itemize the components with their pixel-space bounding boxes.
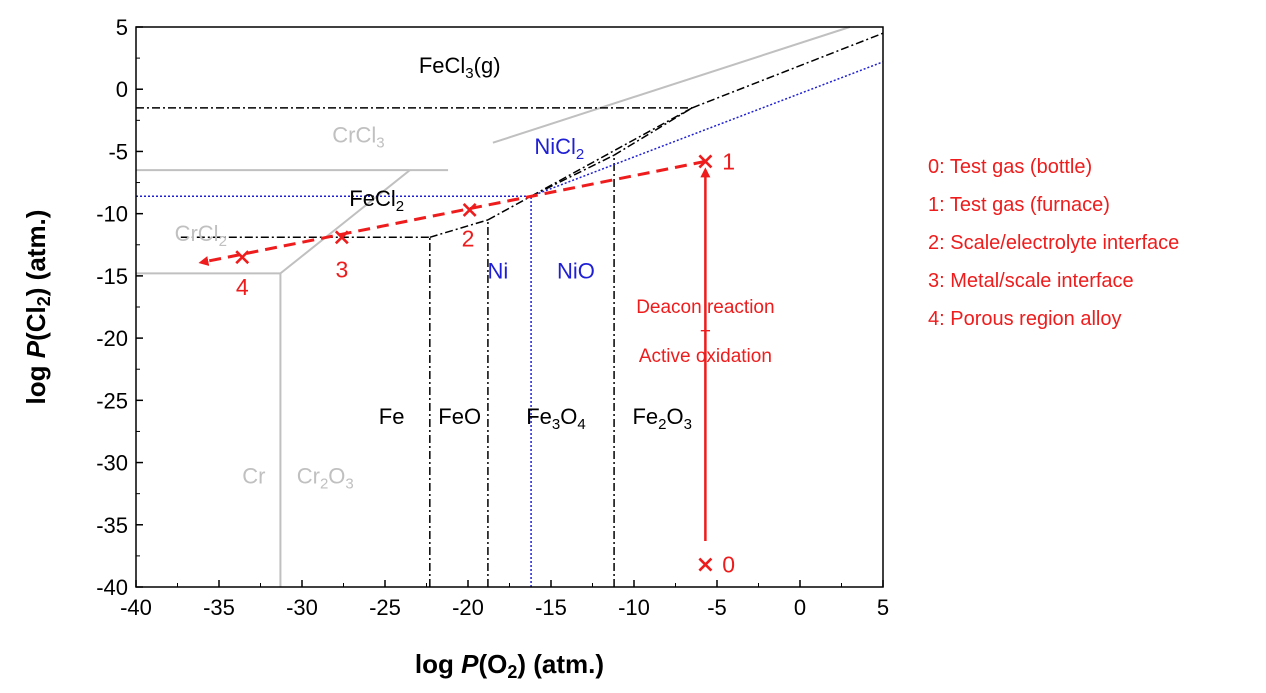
legend-entry-0: 0: Test gas (bottle): [928, 156, 1093, 178]
region-label-1: CrCl3: [332, 123, 384, 152]
x-tick-label: -40: [120, 595, 152, 620]
fe-boundary-10: [691, 32, 884, 109]
point-3-marker: [334, 230, 349, 245]
fe-boundary-5: [429, 219, 489, 239]
y-tick-label: -35: [96, 513, 128, 538]
region-label-7: Fe: [379, 404, 405, 429]
point-1-label: 1: [722, 148, 735, 174]
y-tick-label: -40: [96, 575, 128, 600]
x-tick-label: -5: [707, 595, 727, 620]
region-label-12: Cr2O3: [297, 464, 354, 493]
y-tick-label: 5: [116, 15, 128, 40]
legend: 0: Test gas (bottle) 1: Test gas (furnac…: [928, 148, 1179, 338]
point-4-marker: [235, 250, 250, 265]
point-3-label: 3: [335, 257, 348, 283]
region-label-11: Cr: [242, 464, 265, 489]
point-4-label: 4: [236, 274, 249, 300]
cr-boundary-2: [279, 169, 411, 275]
point-1-marker: [698, 154, 713, 169]
point-0-label: 0: [722, 552, 735, 578]
x-tick-label: -20: [452, 595, 484, 620]
y-tick-label: -20: [96, 326, 128, 351]
legend-entry-1: 1: Test gas (furnace): [928, 194, 1110, 216]
ni-boundary-2: [530, 61, 884, 197]
region-label-0: FeCl3(g): [419, 53, 501, 82]
x-tick-label: -30: [286, 595, 318, 620]
annotation-line-1: +: [700, 321, 711, 342]
annotation-line-2: Active oxidation: [639, 346, 772, 367]
x-tick-label: 5: [877, 595, 889, 620]
legend-entry-4: 4: Porous region alloy: [928, 308, 1122, 330]
y-tick-label: -15: [96, 264, 128, 289]
annotation-line-0: Deacon reaction: [636, 297, 774, 318]
point-0-marker: [698, 557, 713, 572]
point-2-label: 2: [462, 226, 475, 252]
region-label-2: NiCl2: [534, 134, 584, 163]
region-label-4: CrCl2: [175, 221, 227, 250]
x-tick-label: -25: [369, 595, 401, 620]
dashed-path-arrow: [198, 159, 706, 266]
y-tick-label: -30: [96, 451, 128, 476]
y-tick-label: -5: [108, 139, 128, 164]
region-label-8: FeO: [438, 404, 481, 429]
y-axis-title: log P(Cl2) (atm.): [21, 210, 54, 405]
point-2-marker: [462, 203, 477, 217]
y-tick-label: -10: [96, 202, 128, 227]
y-tick-label: 0: [116, 77, 128, 102]
legend-entry-2: 2: Scale/electrolyte interface: [928, 232, 1180, 254]
fe-boundary-8: [613, 107, 693, 156]
x-tick-label: -10: [618, 595, 650, 620]
x-axis-title: log P(O2) (atm.): [415, 649, 604, 682]
fe-boundary-7: [530, 154, 615, 197]
fe-boundary-9: [530, 107, 693, 197]
region-label-10: Fe2O3: [632, 404, 692, 433]
cr-boundary-5: [492, 26, 851, 144]
region-label-5: Ni: [487, 258, 508, 283]
x-tick-label: 0: [794, 595, 806, 620]
region-label-6: NiO: [557, 258, 595, 283]
y-tick-label: -25: [96, 388, 128, 413]
region-label-3: FeCl2: [349, 186, 404, 215]
x-tick-label: -35: [203, 595, 235, 620]
region-label-9: Fe3O4: [526, 404, 586, 433]
x-tick-label: -15: [535, 595, 567, 620]
legend-entry-3: 3: Metal/scale interface: [928, 270, 1134, 292]
